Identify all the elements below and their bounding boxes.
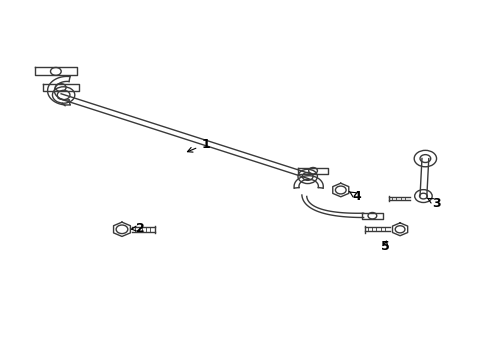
Text: 3: 3	[426, 197, 440, 210]
Text: 4: 4	[348, 190, 360, 203]
Text: 5: 5	[380, 240, 389, 253]
Text: 2: 2	[131, 222, 144, 235]
Text: 1: 1	[187, 138, 209, 152]
